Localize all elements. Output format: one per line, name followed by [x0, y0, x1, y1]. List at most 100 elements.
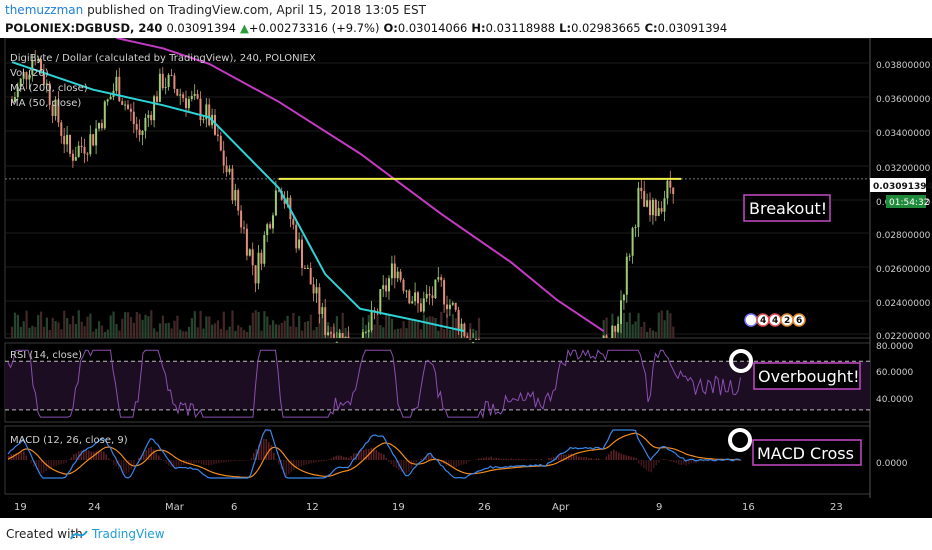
macd-histogram-bar [683, 460, 685, 465]
event-badge[interactable] [744, 313, 758, 327]
candle-body [92, 134, 95, 146]
macd-histogram-bar [365, 448, 368, 460]
candle-body [472, 342, 475, 344]
volume-bar [477, 317, 481, 338]
candle-body [48, 83, 51, 105]
price-tick: 0.02400000 [876, 299, 931, 309]
macd-histogram-bar [480, 458, 483, 460]
candle-body [425, 293, 428, 299]
macd-histogram-bar [320, 460, 323, 462]
macd-histogram-bar [680, 460, 683, 465]
macd-histogram-bar [328, 459, 330, 460]
volume-bar [161, 315, 164, 338]
volume-bar [431, 316, 434, 338]
price-tick: 0.03600000 [876, 95, 931, 105]
candle-body [11, 101, 13, 103]
macd-histogram-bar [260, 441, 263, 460]
author-link[interactable]: themuzzman [5, 3, 84, 17]
candle-body [45, 83, 48, 85]
macd-histogram-bar [308, 460, 310, 464]
macd-histogram-bar [405, 460, 408, 474]
volume-bar [34, 326, 37, 338]
macd-histogram-bar [618, 452, 620, 460]
candle-body [135, 124, 138, 130]
macd-histogram-bar [163, 460, 165, 462]
macd-histogram-bar [373, 448, 375, 460]
candle-body [182, 94, 185, 99]
price-tick: 0.03800000 [876, 61, 931, 71]
event-badges[interactable]: 4 4 2 6 [744, 313, 806, 327]
volume-bar [446, 314, 449, 338]
breakout-callout[interactable] [743, 194, 831, 222]
volume-bar [54, 321, 57, 338]
macd-axis[interactable]: 0.0000 [876, 459, 908, 469]
tradingview-brand-link[interactable]: TradingView [92, 527, 165, 541]
legend-title[interactable]: DigiByte / Dollar (calculated by Trading… [10, 53, 316, 64]
legend-ma200[interactable]: MA (200, close) [10, 83, 88, 94]
macd-histogram-bar [535, 458, 538, 460]
macd-histogram-bar [120, 460, 123, 471]
macd-histogram-bar [488, 457, 490, 460]
volume-bar [214, 323, 217, 338]
macd-histogram-bar [413, 460, 415, 465]
macd-cross-callout[interactable] [752, 439, 862, 466]
volume-bar [422, 314, 425, 338]
volume-bar [631, 324, 634, 338]
close-label: C: [644, 21, 658, 35]
macd-histogram-bar [448, 460, 450, 467]
macd-histogram-bar [475, 459, 478, 460]
legend-rsi[interactable]: RSI (14, close) [10, 350, 82, 361]
macd-histogram-bar [133, 460, 135, 465]
macd-histogram-bar [305, 460, 308, 465]
candle-body [327, 332, 330, 336]
macd-histogram-bar [105, 454, 108, 460]
volume-bar [646, 331, 649, 338]
candle-body [660, 208, 663, 212]
candle-body [13, 97, 16, 103]
volume-bar [376, 311, 379, 338]
macd-histogram-bar [658, 460, 660, 463]
volume-bar [182, 331, 185, 338]
event-badge[interactable] [792, 313, 806, 327]
volume-bar [13, 312, 17, 338]
rsi-axis[interactable]: 80.0000 60.0000 40.0000 [876, 342, 913, 405]
volume-bar [153, 328, 156, 338]
macd-histogram-bar [13, 454, 15, 460]
macd-histogram-bar [325, 460, 328, 462]
candle-body [651, 199, 654, 216]
chart-canvas[interactable]: 0.03800000 0.03600000 0.03400000 0.03200… [0, 38, 932, 518]
macd-histogram-bar [580, 456, 583, 460]
candle-body [315, 287, 318, 294]
macd-histogram-bar [678, 460, 680, 465]
volume-bar [31, 325, 34, 338]
tradingview-logo-icon[interactable] [70, 529, 88, 541]
legend-vol[interactable]: Vol (20) [10, 68, 49, 79]
candle-body [643, 191, 646, 207]
candle-body [89, 134, 92, 155]
macd-histogram-bar [318, 460, 320, 463]
legend-ma50[interactable]: MA (50, close) [10, 98, 81, 109]
macd-histogram-bar [295, 460, 298, 469]
candle-body [260, 252, 263, 264]
rsi-tick: 60.0000 [876, 368, 913, 378]
candle-body [54, 99, 57, 116]
high-label: H: [471, 21, 486, 35]
candle-body [448, 304, 451, 310]
volume-bar [89, 313, 92, 338]
macd-histogram-bar [623, 454, 625, 460]
overbought-callout[interactable] [753, 362, 861, 390]
legend-macd[interactable]: MACD (12, 26, close, 9) [10, 435, 128, 446]
macd-histogram-bar [203, 460, 205, 465]
candle-body [370, 310, 373, 331]
candle-body [153, 96, 156, 121]
volume-bar [127, 312, 130, 338]
macd-histogram-bar [350, 456, 353, 460]
time-tick: 9 [656, 502, 662, 513]
time-axis[interactable]: 19 24 Mar 6 12 19 26 Apr 9 16 23 [14, 502, 843, 513]
macd-histogram-bar [685, 460, 688, 466]
volume-bar [660, 310, 663, 338]
candle-body [301, 239, 303, 268]
candle-body [158, 73, 161, 102]
volume-bar [370, 328, 373, 338]
candle-body [672, 187, 675, 195]
